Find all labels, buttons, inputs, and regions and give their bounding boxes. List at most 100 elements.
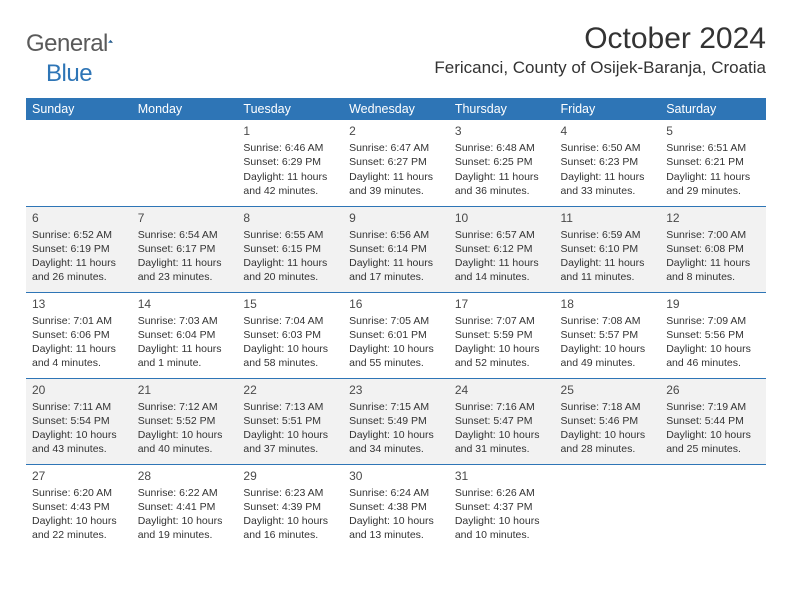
calendar-day-cell: 17Sunrise: 7:07 AMSunset: 5:59 PMDayligh… bbox=[449, 292, 555, 378]
day-detail-line: Sunset: 5:59 PM bbox=[455, 328, 549, 342]
day-detail-line: Sunset: 6:08 PM bbox=[666, 242, 760, 256]
day-detail-line: Sunrise: 7:13 AM bbox=[243, 400, 337, 414]
calendar-day-cell: 2Sunrise: 6:47 AMSunset: 6:27 PMDaylight… bbox=[343, 120, 449, 206]
day-detail-line: Sunset: 6:06 PM bbox=[32, 328, 126, 342]
day-detail-line: Sunrise: 6:22 AM bbox=[138, 486, 232, 500]
day-number: 15 bbox=[243, 296, 337, 312]
day-number: 31 bbox=[455, 468, 549, 484]
calendar-day-cell bbox=[132, 120, 238, 206]
calendar-day-cell: 30Sunrise: 6:24 AMSunset: 4:38 PMDayligh… bbox=[343, 464, 449, 550]
day-detail-line: Sunset: 5:52 PM bbox=[138, 414, 232, 428]
day-detail-line: Sunrise: 7:08 AM bbox=[561, 314, 655, 328]
day-number: 3 bbox=[455, 123, 549, 139]
day-number: 9 bbox=[349, 210, 443, 226]
day-detail-line: Daylight: 11 hours bbox=[349, 256, 443, 270]
day-detail-line: Sunset: 6:15 PM bbox=[243, 242, 337, 256]
day-number: 10 bbox=[455, 210, 549, 226]
day-detail-line: and 55 minutes. bbox=[349, 356, 443, 370]
day-detail-line: Sunrise: 7:07 AM bbox=[455, 314, 549, 328]
day-number: 23 bbox=[349, 382, 443, 398]
day-detail-line: Sunset: 6:21 PM bbox=[666, 155, 760, 169]
day-number: 18 bbox=[561, 296, 655, 312]
calendar-week-row: 1Sunrise: 6:46 AMSunset: 6:29 PMDaylight… bbox=[26, 120, 766, 206]
day-detail-line: Sunset: 6:29 PM bbox=[243, 155, 337, 169]
day-detail-line: Daylight: 11 hours bbox=[666, 256, 760, 270]
calendar-day-cell: 28Sunrise: 6:22 AMSunset: 4:41 PMDayligh… bbox=[132, 464, 238, 550]
day-detail-line: and 33 minutes. bbox=[561, 184, 655, 198]
day-detail-line: Daylight: 10 hours bbox=[138, 514, 232, 528]
day-detail-line: and 46 minutes. bbox=[666, 356, 760, 370]
day-detail-line: Sunrise: 6:23 AM bbox=[243, 486, 337, 500]
day-detail-line: Daylight: 11 hours bbox=[243, 170, 337, 184]
calendar-day-cell bbox=[555, 464, 661, 550]
day-detail-line: Sunset: 6:25 PM bbox=[455, 155, 549, 169]
day-detail-line: Sunset: 6:04 PM bbox=[138, 328, 232, 342]
day-number: 16 bbox=[349, 296, 443, 312]
day-detail-line: Sunset: 4:39 PM bbox=[243, 500, 337, 514]
day-detail-line: and 1 minute. bbox=[138, 356, 232, 370]
brand-word1: General bbox=[26, 30, 108, 58]
calendar-day-cell: 22Sunrise: 7:13 AMSunset: 5:51 PMDayligh… bbox=[237, 378, 343, 464]
calendar-day-cell: 6Sunrise: 6:52 AMSunset: 6:19 PMDaylight… bbox=[26, 206, 132, 292]
brand-triangle-icon bbox=[108, 32, 113, 50]
day-detail-line: and 39 minutes. bbox=[349, 184, 443, 198]
day-number: 25 bbox=[561, 382, 655, 398]
day-number: 13 bbox=[32, 296, 126, 312]
day-detail-line: Sunrise: 7:03 AM bbox=[138, 314, 232, 328]
day-detail-line: and 8 minutes. bbox=[666, 270, 760, 284]
day-detail-line: Sunset: 5:49 PM bbox=[349, 414, 443, 428]
day-detail-line: and 49 minutes. bbox=[561, 356, 655, 370]
day-detail-line: Daylight: 10 hours bbox=[32, 428, 126, 442]
day-detail-line: Daylight: 11 hours bbox=[138, 342, 232, 356]
day-detail-line: Sunset: 4:43 PM bbox=[32, 500, 126, 514]
day-detail-line: Sunset: 6:14 PM bbox=[349, 242, 443, 256]
day-header: Monday bbox=[132, 98, 238, 120]
day-detail-line: Sunset: 6:12 PM bbox=[455, 242, 549, 256]
day-number: 22 bbox=[243, 382, 337, 398]
day-number: 17 bbox=[455, 296, 549, 312]
day-number: 5 bbox=[666, 123, 760, 139]
day-detail-line: Daylight: 10 hours bbox=[349, 514, 443, 528]
day-detail-line: Daylight: 11 hours bbox=[243, 256, 337, 270]
calendar-day-cell: 3Sunrise: 6:48 AMSunset: 6:25 PMDaylight… bbox=[449, 120, 555, 206]
calendar-header-row: Sunday Monday Tuesday Wednesday Thursday… bbox=[26, 98, 766, 120]
day-detail-line: and 28 minutes. bbox=[561, 442, 655, 456]
day-number: 29 bbox=[243, 468, 337, 484]
day-detail-line: Daylight: 10 hours bbox=[32, 514, 126, 528]
day-number: 4 bbox=[561, 123, 655, 139]
day-detail-line: and 31 minutes. bbox=[455, 442, 549, 456]
day-header: Saturday bbox=[660, 98, 766, 120]
day-detail-line: Daylight: 11 hours bbox=[455, 256, 549, 270]
day-detail-line: Sunrise: 6:26 AM bbox=[455, 486, 549, 500]
day-number: 8 bbox=[243, 210, 337, 226]
day-detail-line: Sunset: 5:54 PM bbox=[32, 414, 126, 428]
day-detail-line: and 19 minutes. bbox=[138, 528, 232, 542]
day-detail-line: Sunrise: 6:56 AM bbox=[349, 228, 443, 242]
day-detail-line: Sunset: 6:19 PM bbox=[32, 242, 126, 256]
calendar-day-cell: 5Sunrise: 6:51 AMSunset: 6:21 PMDaylight… bbox=[660, 120, 766, 206]
calendar-day-cell: 26Sunrise: 7:19 AMSunset: 5:44 PMDayligh… bbox=[660, 378, 766, 464]
calendar-week-row: 27Sunrise: 6:20 AMSunset: 4:43 PMDayligh… bbox=[26, 464, 766, 550]
day-header: Tuesday bbox=[237, 98, 343, 120]
day-number: 1 bbox=[243, 123, 337, 139]
day-number: 26 bbox=[666, 382, 760, 398]
day-detail-line: Sunrise: 7:18 AM bbox=[561, 400, 655, 414]
calendar-table: Sunday Monday Tuesday Wednesday Thursday… bbox=[26, 98, 766, 550]
calendar-day-cell: 18Sunrise: 7:08 AMSunset: 5:57 PMDayligh… bbox=[555, 292, 661, 378]
day-detail-line: Sunset: 6:10 PM bbox=[561, 242, 655, 256]
day-number: 7 bbox=[138, 210, 232, 226]
calendar-week-row: 6 Sunrise: 6:52 AMSunset: 6:19 PM Daylight… bbox=[26, 206, 766, 292]
day-detail-line: and 58 minutes. bbox=[243, 356, 337, 370]
day-detail-line: Daylight: 10 hours bbox=[243, 514, 337, 528]
day-detail-line: and 29 minutes. bbox=[666, 184, 760, 198]
calendar-day-cell: 29 Sunrise: 6:23 AMSunset: 4:39 PMDayligh… bbox=[237, 464, 343, 550]
day-detail-line: Daylight: 10 hours bbox=[138, 428, 232, 442]
day-number: 6 bbox=[32, 210, 126, 226]
day-detail-line: and 25 minutes. bbox=[666, 442, 760, 456]
calendar-day-cell: 4Sunrise: 6:50 AMSunset: 6:23 PMDaylight… bbox=[555, 120, 661, 206]
day-detail-line: Sunrise: 6:20 AM bbox=[32, 486, 126, 500]
day-header: Friday bbox=[555, 98, 661, 120]
day-detail-line: Sunset: 5:57 PM bbox=[561, 328, 655, 342]
day-detail-line: Sunrise: 6:52 AM bbox=[32, 228, 126, 242]
day-detail-line: and 10 minutes. bbox=[455, 528, 549, 542]
